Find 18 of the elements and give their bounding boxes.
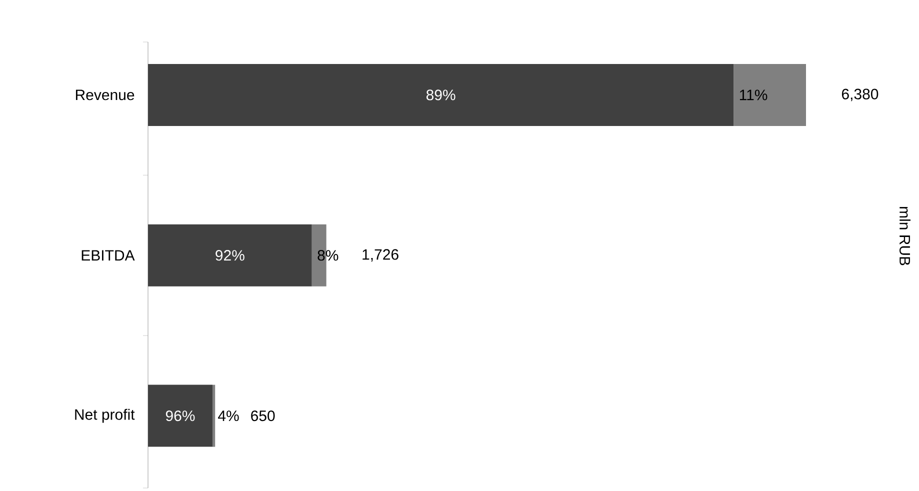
annotation: 650 <box>251 410 275 422</box>
bar <box>148 64 734 126</box>
bar <box>148 224 312 286</box>
annotation: 89% <box>426 90 456 100</box>
annotation: 1,726 <box>362 249 398 262</box>
y-tick-label: EBITDA <box>82 250 135 261</box>
bar <box>212 384 216 447</box>
text: 6,380 <box>842 88 878 102</box>
bar <box>734 64 806 126</box>
annotation: 4% <box>218 410 239 422</box>
annotation: 96% <box>166 410 195 422</box>
annotation: 8% <box>318 250 338 261</box>
text: mln RUB <box>900 206 911 266</box>
bar <box>148 384 212 447</box>
y-tick-label: Net profit <box>75 408 135 423</box>
y-tick-label: Revenue <box>76 90 134 100</box>
annotation: 92% <box>216 250 244 261</box>
annotation: 11% <box>740 90 768 100</box>
